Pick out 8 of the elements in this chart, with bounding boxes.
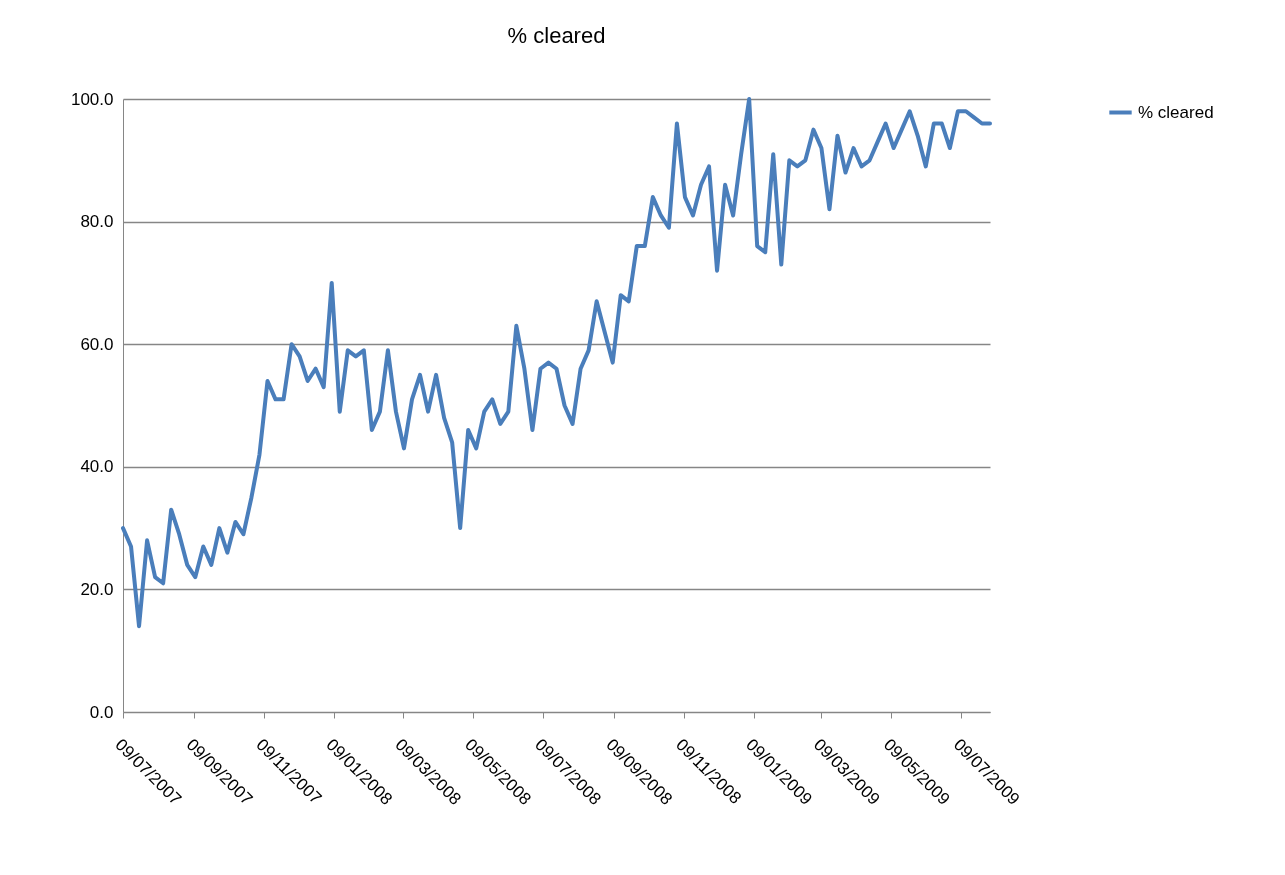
y-tick-label: 20.0 [80, 579, 114, 599]
y-tick-label: 100.0 [70, 89, 114, 109]
y-tick-label: 40.0 [80, 457, 114, 477]
y-tick-label: 80.0 [80, 212, 114, 232]
y-tick-label: 0.0 [89, 702, 114, 722]
y-tick-label: 60.0 [80, 334, 114, 354]
legend-label: % cleared [1138, 102, 1214, 122]
chart-title: % cleared [507, 23, 606, 48]
